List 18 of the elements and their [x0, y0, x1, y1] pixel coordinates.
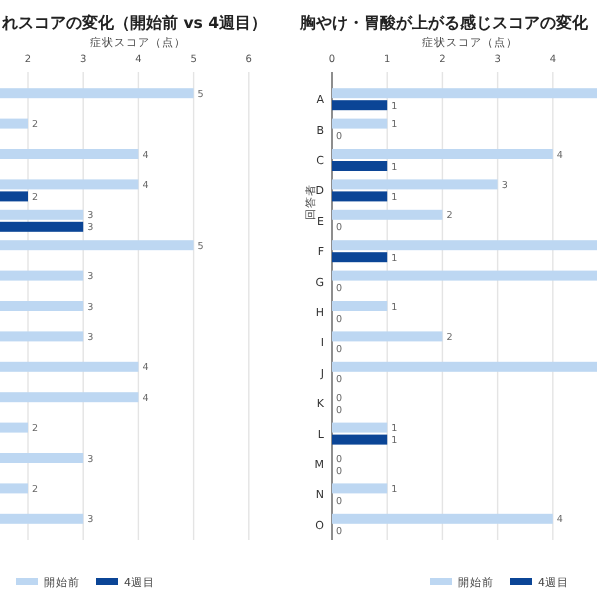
bar — [332, 483, 388, 494]
bar — [332, 161, 388, 171]
bar — [332, 252, 388, 263]
bar — [332, 301, 388, 311]
bar — [332, 118, 388, 129]
bar — [332, 331, 443, 342]
bar — [332, 179, 498, 190]
bar — [332, 209, 443, 220]
bar — [332, 270, 597, 281]
bar — [332, 513, 553, 524]
bar — [332, 422, 388, 433]
bar — [332, 88, 597, 99]
bar — [332, 191, 388, 202]
bar — [332, 240, 597, 251]
bar — [332, 434, 388, 445]
bar — [332, 100, 388, 111]
bar — [332, 361, 597, 372]
bar — [332, 149, 553, 159]
